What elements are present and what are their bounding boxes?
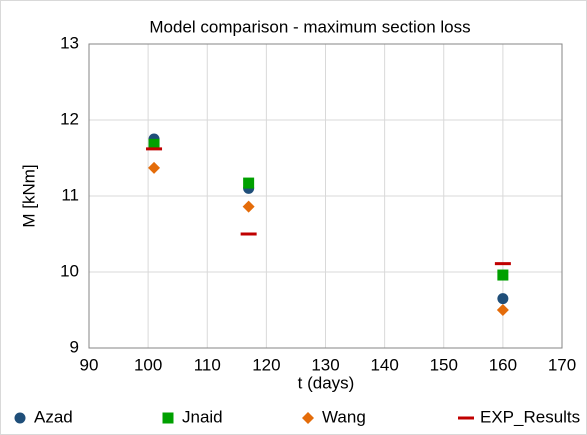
data-point [148, 138, 160, 150]
legend-marker [458, 416, 474, 420]
data-point [242, 200, 255, 213]
x-tick-label: 170 [548, 355, 576, 374]
data-point [148, 161, 161, 174]
x-tick-label: 130 [311, 355, 339, 374]
legend-marker [162, 412, 174, 424]
data-point [497, 293, 509, 305]
data-point [240, 232, 257, 236]
legend-marker [302, 412, 314, 424]
data-point [243, 177, 255, 189]
y-tick-label: 9 [70, 337, 79, 356]
y-tick-label: 11 [61, 185, 79, 204]
legend-marker [14, 412, 26, 424]
y-axis-label: M [kNm] [19, 164, 38, 227]
x-axis-label: t (days) [298, 373, 355, 392]
x-tick-label: 120 [252, 355, 280, 374]
x-tick-label: 100 [134, 355, 162, 374]
plot-frame [88, 43, 563, 349]
chart-title: Model comparison - maximum section loss [149, 17, 470, 36]
legend-label: Azad [34, 407, 73, 426]
data-point [146, 147, 163, 151]
x-tick-label: 140 [370, 355, 398, 374]
x-tick-label: 110 [194, 355, 221, 374]
x-tick-label: 160 [489, 355, 517, 374]
y-tick-label: 12 [60, 109, 79, 128]
y-tick-label: 13 [60, 33, 79, 52]
data-point [494, 262, 511, 266]
legend-label: Jnaid [182, 407, 223, 426]
data-point [497, 269, 509, 281]
legend-label: Wang [322, 407, 366, 426]
x-tick-label: 90 [80, 355, 99, 374]
x-tick-label: 150 [430, 355, 458, 374]
legend-label: EXP_Results [480, 407, 580, 426]
data-point [496, 304, 509, 316]
y-tick-label: 10 [60, 261, 79, 280]
